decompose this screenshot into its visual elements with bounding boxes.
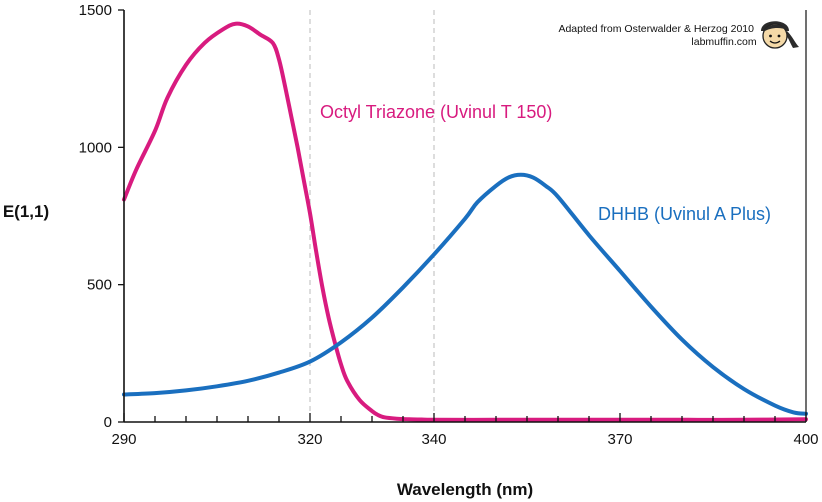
credit-box: Adapted from Osterwalder & Herzog 2010 l… bbox=[558, 21, 799, 49]
x-tick-label: 400 bbox=[793, 431, 818, 448]
labmuffin-face-icon bbox=[761, 21, 799, 49]
credit-line2: labmuffin.com bbox=[691, 36, 756, 48]
series-line-dhhb bbox=[122, 172, 808, 416]
y-tick-label: 1500 bbox=[79, 2, 112, 19]
y-tick-label: 0 bbox=[104, 414, 112, 431]
x-tick-label: 320 bbox=[297, 431, 322, 448]
credit-line1: Adapted from Osterwalder & Herzog 2010 bbox=[558, 23, 754, 35]
reference-lines bbox=[309, 10, 435, 422]
y-axis-title: E(1,1) bbox=[3, 202, 49, 221]
series-label-octyl-triazone: Octyl Triazone (Uvinul T 150) bbox=[320, 102, 552, 122]
x-tick-label: 290 bbox=[111, 431, 136, 448]
x-tick-label: 340 bbox=[421, 431, 446, 448]
y-tick-label: 1000 bbox=[79, 139, 112, 156]
ticks: 290 320 340 370 400 0 500 1000 1500 bbox=[79, 2, 819, 448]
y-tick-label: 500 bbox=[87, 277, 112, 294]
x-tick-label: 370 bbox=[607, 431, 632, 448]
series-label-dhhb: DHHB (Uvinul A Plus) bbox=[598, 204, 771, 224]
x-axis-title: Wavelength (nm) bbox=[397, 480, 533, 499]
